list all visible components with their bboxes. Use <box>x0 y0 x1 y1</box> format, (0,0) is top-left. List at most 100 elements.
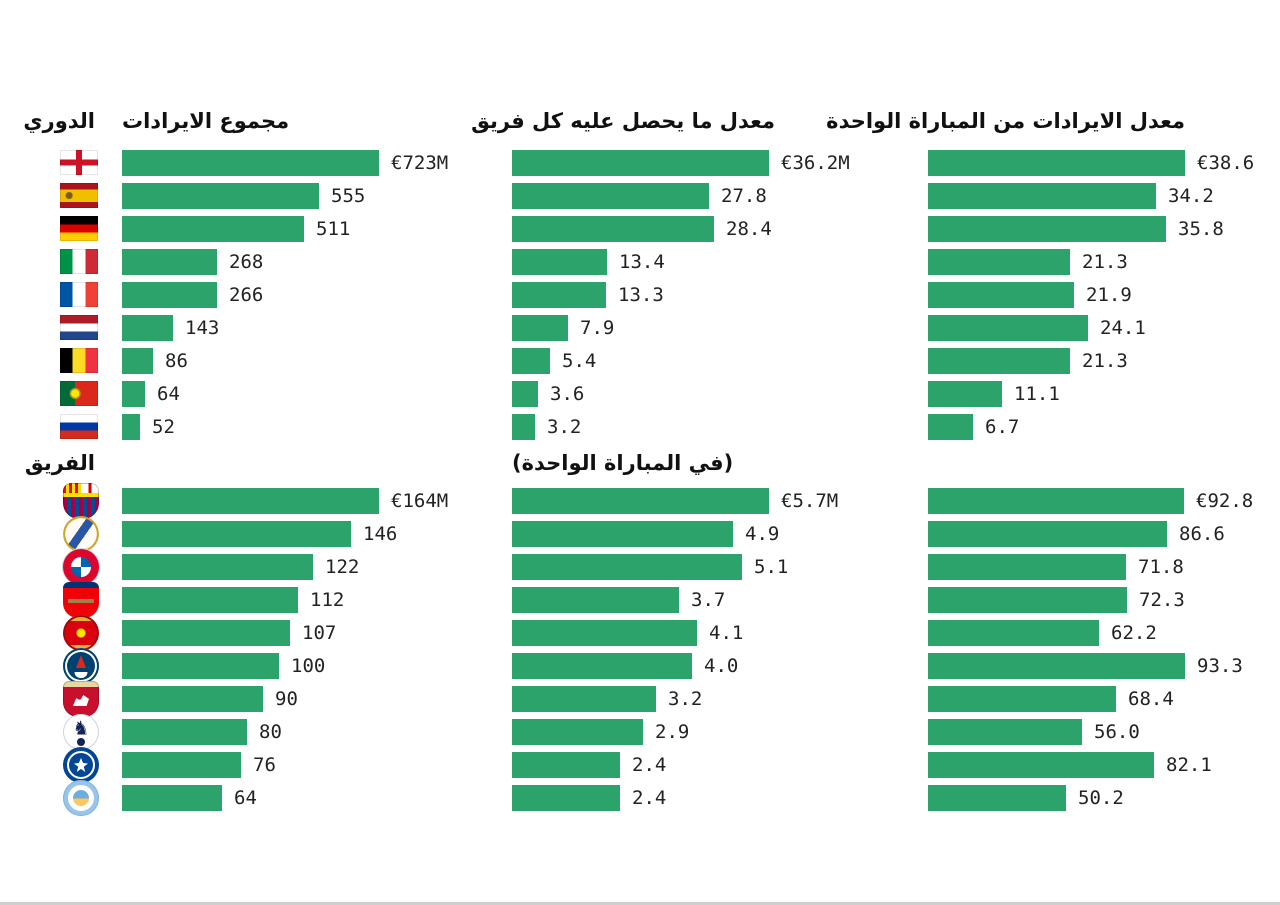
flag-england-icon <box>60 150 98 175</box>
bar-row-belgium: 21.3 <box>928 348 1128 374</box>
flag-belgium-icon <box>60 348 98 373</box>
value-label-bayern: 5.1 <box>754 556 789 578</box>
teams-section-title: الفريق <box>24 451 95 475</box>
logo-barcelona-icon <box>63 483 99 519</box>
bar-arsenal <box>122 587 298 613</box>
flag-italy-icon <box>60 249 98 274</box>
bar-row-netherlands: 7.9 <box>512 315 614 341</box>
bar-liverpool <box>122 686 263 712</box>
value-label-psg: 4.0 <box>704 655 739 677</box>
bar-row-tottenham: 80 <box>122 719 282 745</box>
bar-mancity <box>928 785 1066 811</box>
bar-row-bayern: 71.8 <box>928 554 1184 580</box>
value-label-italy: 21.3 <box>1082 251 1128 273</box>
bar-row-england: €723M <box>122 150 448 176</box>
flag-portugal-icon <box>60 381 98 406</box>
bar-row-england: €36.2M <box>512 150 850 176</box>
bar-row-belgium: 5.4 <box>512 348 596 374</box>
bar-row-realmadrid: 146 <box>122 521 397 547</box>
bar-row-netherlands: 24.1 <box>928 315 1146 341</box>
bar-england <box>928 150 1185 176</box>
logo-chelsea-icon <box>63 747 99 783</box>
bar-france <box>512 282 606 308</box>
leagues-col1-title: مجموع الايرادات <box>122 109 290 133</box>
value-label-arsenal: 112 <box>310 589 345 611</box>
bar-portugal <box>512 381 538 407</box>
value-label-netherlands: 143 <box>185 317 220 339</box>
bar-row-mancity: 2.4 <box>512 785 666 811</box>
bar-arsenal <box>928 587 1127 613</box>
bar-psg <box>512 653 692 679</box>
bar-row-russia: 6.7 <box>928 414 1019 440</box>
bar-row-manutd: 4.1 <box>512 620 743 646</box>
bar-russia <box>928 414 973 440</box>
bar-row-barcelona: €92.8 <box>928 488 1253 514</box>
value-label-russia: 52 <box>152 416 175 438</box>
value-label-chelsea: 82.1 <box>1166 754 1212 776</box>
bar-psg <box>122 653 279 679</box>
bar-row-russia: 52 <box>122 414 175 440</box>
bar-row-bayern: 5.1 <box>512 554 788 580</box>
value-label-psg: 93.3 <box>1197 655 1243 677</box>
bar-italy <box>928 249 1070 275</box>
bar-mancity <box>122 785 222 811</box>
bar-bayern <box>122 554 313 580</box>
bar-row-realmadrid: 4.9 <box>512 521 779 547</box>
value-label-barcelona: €5.7M <box>781 490 839 512</box>
bar-row-chelsea: 76 <box>122 752 276 778</box>
bar-belgium <box>928 348 1070 374</box>
bar-netherlands <box>512 315 568 341</box>
bar-row-bayern: 122 <box>122 554 359 580</box>
bar-row-manutd: 107 <box>122 620 336 646</box>
logo-psg-icon <box>63 648 99 684</box>
bar-spain <box>928 183 1156 209</box>
value-label-england: €723M <box>391 152 449 174</box>
value-label-arsenal: 72.3 <box>1139 589 1185 611</box>
value-label-spain: 34.2 <box>1168 185 1214 207</box>
value-label-liverpool: 90 <box>275 688 298 710</box>
bar-row-spain: 555 <box>122 183 365 209</box>
value-label-manutd: 107 <box>302 622 337 644</box>
bar-row-mancity: 64 <box>122 785 257 811</box>
value-label-manutd: 62.2 <box>1111 622 1157 644</box>
logo-bayern-icon <box>63 549 99 585</box>
league-flags-column <box>60 150 100 450</box>
teams-avg-per-match-chart: €5.7M 4.9 5.1 3.7 4.1 4.0 3.2 2.9 2.4 2.4 <box>512 488 912 828</box>
value-label-portugal: 3.6 <box>550 383 585 405</box>
value-label-mancity: 2.4 <box>632 787 667 809</box>
bar-belgium <box>512 348 550 374</box>
leagues-total-revenue-chart: €723M 555 511 268 266 143 86 64 52 <box>122 150 522 490</box>
bar-manutd <box>928 620 1099 646</box>
value-label-russia: 6.7 <box>985 416 1020 438</box>
logo-mancity-icon <box>63 780 99 816</box>
bar-row-mancity: 50.2 <box>928 785 1124 811</box>
value-label-netherlands: 24.1 <box>1100 317 1146 339</box>
bar-row-italy: 268 <box>122 249 263 275</box>
value-label-tottenham: 2.9 <box>655 721 690 743</box>
value-label-tottenham: 56.0 <box>1094 721 1140 743</box>
bar-italy <box>512 249 607 275</box>
value-label-barcelona: €164M <box>391 490 449 512</box>
bar-row-psg: 4.0 <box>512 653 738 679</box>
bar-portugal <box>928 381 1002 407</box>
bar-row-liverpool: 68.4 <box>928 686 1174 712</box>
flag-france-icon <box>60 282 98 307</box>
bar-tottenham <box>512 719 643 745</box>
bar-portugal <box>122 381 145 407</box>
value-label-netherlands: 7.9 <box>580 317 615 339</box>
bar-row-arsenal: 3.7 <box>512 587 725 613</box>
bar-manutd <box>512 620 697 646</box>
bar-row-manutd: 62.2 <box>928 620 1157 646</box>
bar-netherlands <box>122 315 173 341</box>
bar-row-tottenham: 56.0 <box>928 719 1140 745</box>
value-label-germany: 511 <box>316 218 351 240</box>
flag-netherlands-icon <box>60 315 98 340</box>
bar-realmadrid <box>122 521 351 547</box>
value-label-bayern: 122 <box>325 556 360 578</box>
value-label-england: €36.2M <box>781 152 850 174</box>
bar-row-portugal: 11.1 <box>928 381 1060 407</box>
bar-france <box>122 282 217 308</box>
bar-row-england: €38.6 <box>928 150 1254 176</box>
bar-spain <box>512 183 709 209</box>
bar-chelsea <box>122 752 241 778</box>
